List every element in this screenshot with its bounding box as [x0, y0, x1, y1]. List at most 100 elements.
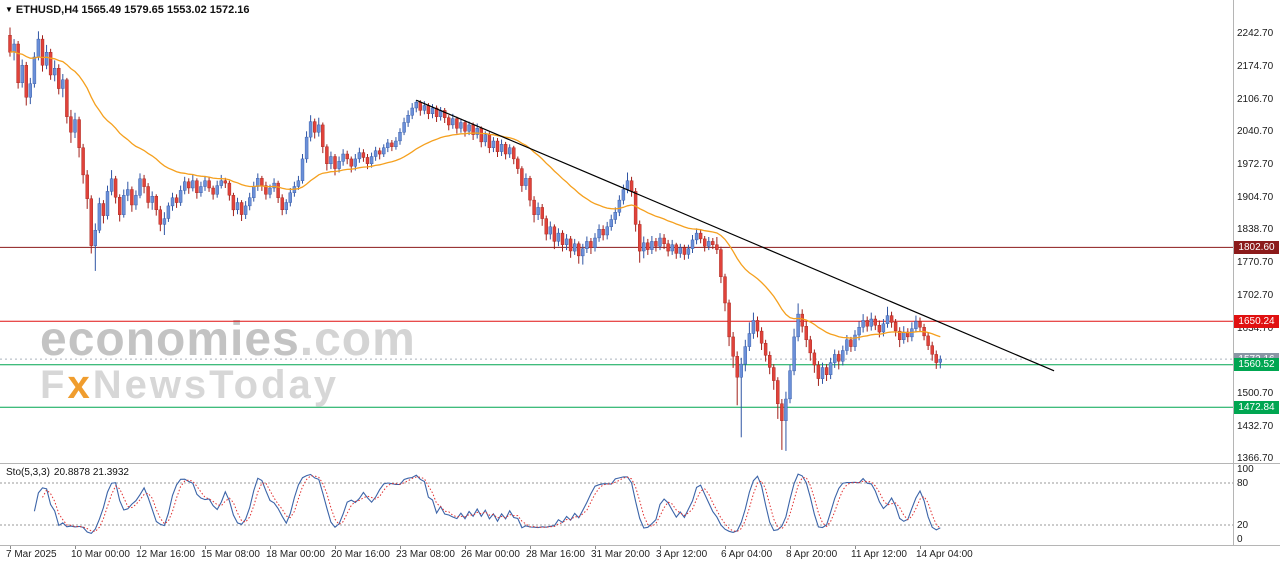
candle	[845, 339, 849, 351]
candle	[654, 241, 658, 247]
candle	[934, 354, 938, 363]
candle	[532, 199, 536, 215]
candle	[763, 343, 768, 356]
candle	[65, 79, 69, 117]
candle	[544, 218, 548, 235]
candle	[804, 326, 808, 341]
candle	[560, 232, 565, 245]
candle	[918, 321, 922, 328]
candle	[113, 178, 118, 198]
candle	[613, 211, 617, 220]
candle	[503, 144, 508, 155]
time-tick	[270, 545, 271, 549]
descending-trendline[interactable]	[416, 99, 1055, 372]
candle	[524, 178, 528, 186]
price-tick-label: 1634.70	[1237, 322, 1274, 334]
candle	[678, 247, 682, 254]
candle	[187, 181, 191, 189]
time-label: 11 Apr 12:00	[851, 549, 907, 560]
candle	[426, 105, 431, 114]
symbol-ohlc: 1565.49 1579.65 1553.02 1572.16	[81, 4, 250, 16]
candle	[174, 197, 179, 203]
candle	[536, 207, 540, 215]
candle	[126, 189, 130, 196]
candle	[272, 182, 276, 189]
candle	[723, 276, 727, 304]
candle	[373, 150, 378, 157]
candle	[772, 367, 776, 381]
candle	[182, 181, 187, 191]
candle	[621, 189, 626, 201]
pane-separator[interactable]	[0, 463, 1280, 464]
candle	[568, 238, 573, 252]
candle	[122, 195, 126, 215]
candle	[499, 144, 504, 152]
candle	[227, 182, 232, 196]
candle	[317, 124, 321, 133]
candle	[837, 354, 841, 362]
candle	[394, 140, 398, 148]
price-tick-label: 1972.70	[1237, 158, 1274, 170]
candle	[751, 320, 756, 334]
candle	[36, 38, 41, 58]
candle	[386, 142, 390, 148]
candle	[589, 241, 593, 248]
candle	[406, 114, 410, 123]
candle	[422, 105, 427, 111]
stochastic-pane[interactable]	[0, 463, 1233, 545]
candle	[134, 195, 138, 206]
candle	[109, 178, 114, 192]
candle	[666, 243, 670, 252]
price-chart-canvas[interactable]	[0, 0, 1233, 463]
candle	[593, 237, 597, 248]
candle	[617, 199, 622, 213]
candle	[211, 187, 215, 195]
candle	[828, 362, 833, 375]
time-label: 20 Mar 16:00	[331, 549, 390, 560]
candle	[434, 107, 439, 117]
time-label: 12 Mar 16:00	[136, 549, 195, 560]
candle	[357, 152, 362, 160]
candle	[755, 320, 760, 332]
candle	[642, 242, 646, 252]
candle	[345, 153, 349, 160]
candle	[727, 302, 731, 338]
candle	[629, 180, 634, 192]
time-label: 8 Apr 20:00	[786, 549, 838, 560]
candle	[548, 226, 552, 235]
candle	[512, 147, 516, 160]
candle	[475, 128, 479, 135]
candle	[410, 107, 414, 116]
candle	[325, 146, 329, 165]
stochastic-canvas[interactable]	[0, 463, 1233, 545]
candle	[418, 101, 422, 111]
indicator-tick-label: 100	[1237, 464, 1254, 475]
time-tick	[595, 545, 596, 549]
candle	[32, 56, 37, 84]
candle	[483, 134, 487, 143]
candle	[540, 207, 544, 219]
candle	[577, 243, 581, 257]
candle	[93, 229, 98, 246]
candle	[146, 186, 150, 203]
candle	[20, 65, 24, 84]
candle	[902, 331, 906, 341]
price-tick-label: 1366.70	[1237, 452, 1274, 464]
candle	[841, 350, 845, 362]
price-tick-label: 1702.70	[1237, 289, 1274, 301]
candle	[759, 330, 764, 344]
candle	[243, 205, 248, 215]
candle	[849, 339, 853, 347]
candle	[28, 83, 32, 98]
indicator-tick-label: 20	[1237, 520, 1249, 531]
candle	[573, 243, 577, 252]
candle	[162, 218, 167, 225]
candle	[97, 203, 102, 231]
time-axis[interactable]: 7 Mar 2025 10 Mar 00:00 12 Mar 16:00 15 Mar…	[0, 545, 1280, 566]
price-chart[interactable]	[0, 0, 1233, 463]
price-axis[interactable]: 2242.70 2174.70 2106.70 2040.70 1972.70 1904.…	[1234, 0, 1280, 464]
chart-menu-icon[interactable]: ▼	[5, 5, 13, 14]
candle	[414, 101, 418, 109]
time-tick	[725, 545, 726, 549]
indicator-tick-label: 0	[1237, 534, 1243, 545]
